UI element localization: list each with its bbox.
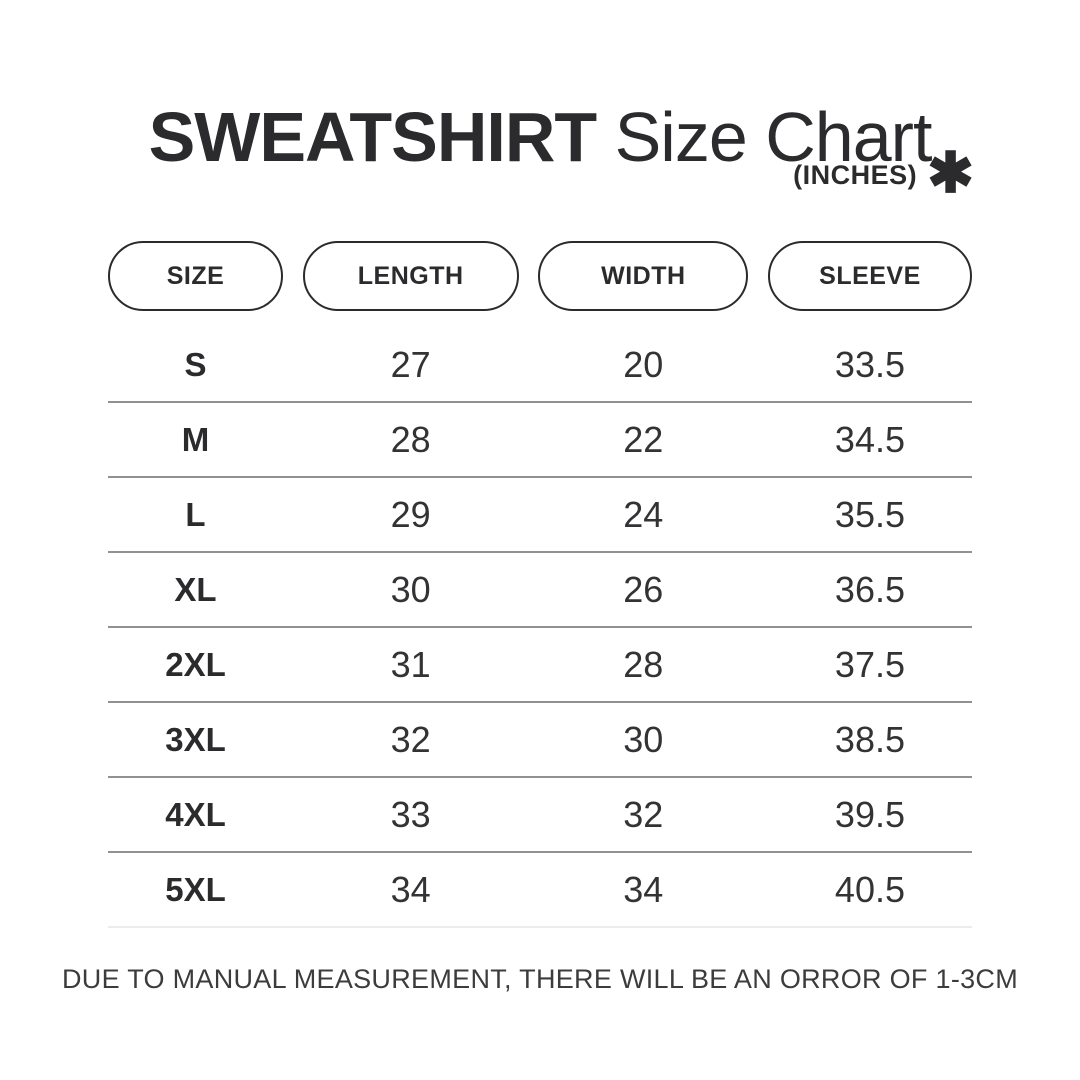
table-row: 2XL 31 28 37.5 bbox=[108, 628, 972, 703]
page-root: (INCHES) ✱ SWEATSHIRT Size Chart SIZE LE… bbox=[0, 97, 1080, 1080]
column-pill-length: LENGTH bbox=[302, 241, 519, 311]
sleeve-cell: 40.5 bbox=[834, 868, 905, 910]
width-cell: 24 bbox=[623, 493, 664, 535]
length-cell: 30 bbox=[390, 568, 431, 610]
width-cell: 32 bbox=[623, 793, 664, 835]
title-suffix: Size Chart bbox=[614, 98, 933, 176]
table-row: 3XL 32 30 38.5 bbox=[108, 703, 972, 778]
column-pill-sleeve: SLEEVE bbox=[767, 241, 972, 311]
size-table: SIZE LENGTH WIDTH SLEEVE S 27 20 33.5 M 28 22 3… bbox=[108, 241, 972, 928]
width-cell: 26 bbox=[623, 568, 664, 610]
length-cell: 28 bbox=[390, 418, 431, 460]
page-title: SWEATSHIRT Size Chart bbox=[0, 97, 1080, 177]
table-header-row: SIZE LENGTH WIDTH SLEEVE bbox=[108, 241, 972, 311]
sleeve-cell: 38.5 bbox=[834, 718, 905, 760]
size-cell: 4XL bbox=[165, 795, 226, 833]
table-row: M 28 22 34.5 bbox=[108, 403, 972, 478]
size-cell: L bbox=[185, 495, 206, 533]
table-rows: S 27 20 33.5 M 28 22 34.5 L 29 24 35.5 XL 30 26 36.5 2XL… bbox=[108, 328, 972, 928]
size-cell: 5XL bbox=[165, 870, 226, 908]
sleeve-cell: 35.5 bbox=[834, 493, 905, 535]
length-cell: 27 bbox=[390, 343, 431, 385]
width-cell: 28 bbox=[623, 643, 664, 685]
title-space bbox=[596, 98, 614, 176]
size-cell: 3XL bbox=[165, 720, 226, 758]
measurement-note: DUE TO MANUAL MEASUREMENT, THERE WILL BE… bbox=[61, 964, 1019, 994]
length-cell: 29 bbox=[390, 493, 431, 535]
width-cell: 20 bbox=[623, 343, 664, 385]
length-cell: 31 bbox=[390, 643, 431, 685]
asterisk-icon: ✱ bbox=[927, 141, 974, 204]
column-pill-width: WIDTH bbox=[538, 241, 749, 311]
width-cell: 34 bbox=[623, 868, 664, 910]
table-row: XL 30 26 36.5 bbox=[108, 553, 972, 628]
size-cell: 2XL bbox=[165, 645, 226, 683]
units-badge: (INCHES) ✱ bbox=[793, 141, 974, 204]
table-row: 4XL 33 32 39.5 bbox=[108, 778, 972, 853]
size-cell: XL bbox=[174, 570, 217, 608]
sleeve-cell: 34.5 bbox=[834, 418, 905, 460]
units-label: (INCHES) bbox=[793, 159, 918, 190]
size-cell: M bbox=[181, 420, 210, 458]
length-cell: 34 bbox=[390, 868, 431, 910]
sleeve-cell: 37.5 bbox=[834, 643, 905, 685]
table-row: 5XL 34 34 40.5 bbox=[108, 853, 972, 928]
width-cell: 22 bbox=[623, 418, 664, 460]
size-cell: S bbox=[184, 345, 207, 383]
length-cell: 32 bbox=[390, 718, 431, 760]
title-product: SWEATSHIRT bbox=[148, 98, 598, 176]
table-row: S 27 20 33.5 bbox=[108, 328, 972, 403]
sleeve-cell: 36.5 bbox=[834, 568, 905, 610]
table-row: L 29 24 35.5 bbox=[108, 478, 972, 553]
sleeve-cell: 33.5 bbox=[834, 343, 905, 385]
width-cell: 30 bbox=[623, 718, 664, 760]
sleeve-cell: 39.5 bbox=[834, 793, 905, 835]
column-pill-size: SIZE bbox=[108, 241, 283, 311]
length-cell: 33 bbox=[390, 793, 431, 835]
